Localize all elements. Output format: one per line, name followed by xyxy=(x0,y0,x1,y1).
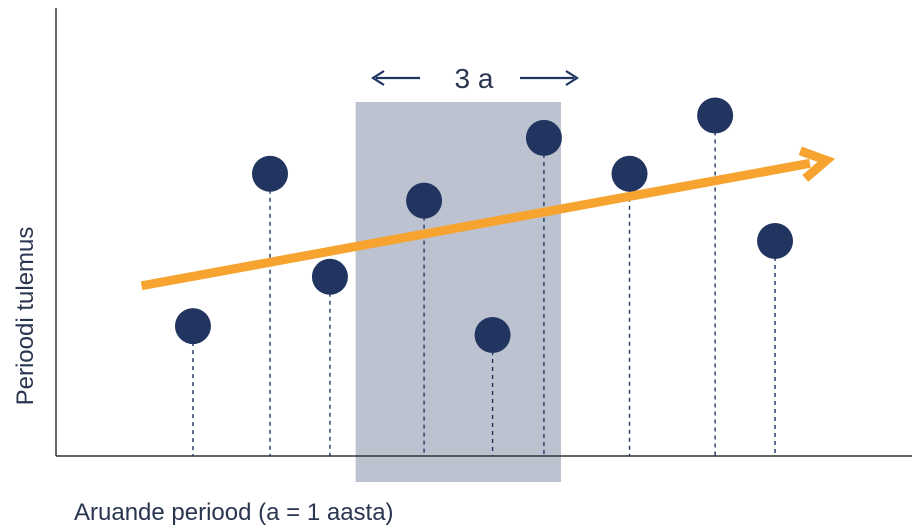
window-width-indicator: 3 a xyxy=(370,63,580,94)
data-point xyxy=(525,119,562,156)
data-point xyxy=(174,308,211,345)
data-point xyxy=(311,258,348,295)
data-point xyxy=(474,317,511,354)
stem-lines xyxy=(192,115,776,456)
data-point xyxy=(406,182,443,219)
trend-arrow xyxy=(140,146,836,291)
right-arrow-head-icon xyxy=(565,70,580,86)
y-axis-label: Perioodi tulemus xyxy=(12,227,39,406)
data-points xyxy=(174,97,794,354)
trend-arrowhead-icon xyxy=(798,146,836,182)
data-point xyxy=(697,97,734,134)
window-band xyxy=(355,102,562,482)
trend-line xyxy=(140,158,811,291)
x-axis-label: Aruande periood (a = 1 aasta) xyxy=(74,499,394,526)
data-point xyxy=(611,155,648,192)
left-arrow-head-icon xyxy=(370,70,385,86)
window-label: 3 a xyxy=(455,63,494,94)
data-point xyxy=(757,222,794,259)
data-point xyxy=(252,155,288,192)
